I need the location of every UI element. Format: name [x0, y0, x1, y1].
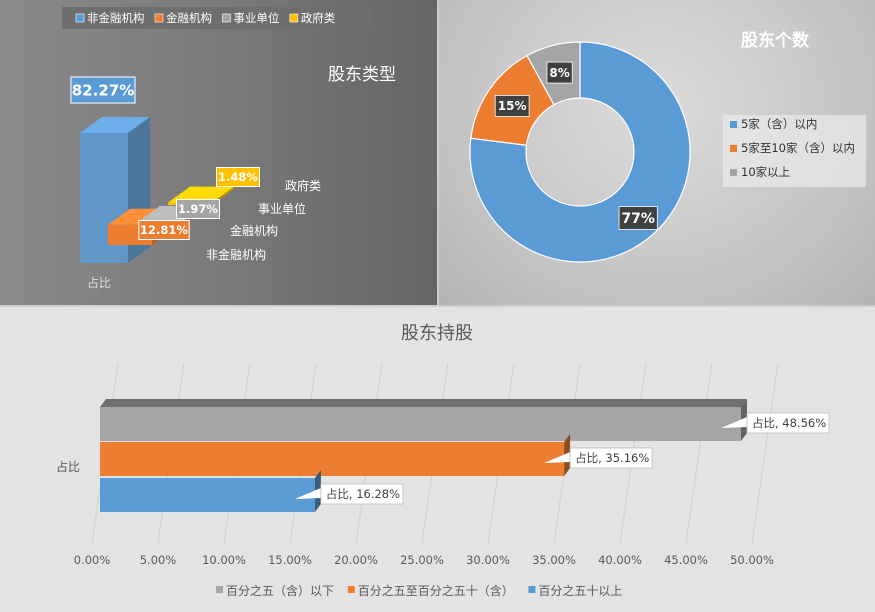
data-label-box-0	[70, 76, 136, 104]
legend-label-1: 5家至10家（含）以内	[741, 141, 855, 155]
shareholder-count-donut: 77% 15% 8%	[469, 41, 691, 263]
legend-label-0: 百分之五（含）以下	[226, 583, 334, 598]
data-label-pointer-2	[294, 488, 321, 499]
data-label-pointer-1	[544, 452, 571, 463]
category-label-0: 非金融机构	[206, 247, 266, 262]
category-label-3: 政府类	[285, 178, 321, 193]
gridline-10	[751, 362, 779, 544]
legend-swatch-1	[347, 586, 355, 593]
data-label-box-1	[138, 220, 190, 240]
donut-label-0: 77%	[621, 211, 655, 227]
legend-swatch-0	[216, 586, 223, 593]
legend-swatch-2	[528, 586, 536, 593]
bar-2	[100, 478, 315, 512]
shareholding-chart: 股东持股 占比, 48.56% 占比, 35.16% 占比, 16.28% 占比 0…	[56, 323, 830, 598]
legend-label-0: 非金融机构	[87, 11, 145, 25]
data-label-box-2	[320, 483, 404, 505]
shareholding-x-ticks: 0.00% 5.00% 10.00% 15.00% 20.00% 25.00% 30.00%…	[74, 553, 774, 567]
legend-box	[62, 7, 374, 29]
shareholding-gridlines	[91, 362, 779, 544]
shareholder-type-chart: 非金融机构 金融机构 事业单位 政府类 股东类型 非金融机构金融机构事业单位政府类82…	[62, 7, 396, 290]
gridline-9	[685, 362, 713, 544]
shareholding-bars: 占比, 48.56% 占比, 35.16% 占比, 16.28%	[100, 399, 830, 512]
x-tick-10: 50.00%	[730, 553, 774, 567]
bar-1	[100, 442, 565, 476]
data-label-2: 占比, 16.28%	[326, 487, 400, 501]
x-tick-7: 35.00%	[532, 553, 576, 567]
data-label-0: 占比, 48.56%	[752, 416, 826, 430]
shareholder-count-legend: 5家（含）以内 5家至10家（含）以内 10家以上	[723, 115, 866, 187]
shareholder-type-legend: 非金融机构 金融机构 事业单位 政府类	[62, 7, 374, 29]
legend-label-2: 百分之五十以上	[538, 584, 622, 598]
legend-label-2: 10家以上	[741, 165, 790, 179]
x-tick-8: 40.00%	[598, 553, 642, 567]
shareholder-type-chart-panel: 非金融机构 金融机构 事业单位 政府类 股东类型 非金融机构 金融机构 事业单位 政府类 82…	[0, 0, 437, 305]
shareholding-chart-panel: 股东持股 占比, 48.56% 占比, 35.16% 占比, 16.28% 占比 0…	[0, 307, 875, 612]
shareholder-count-chart-panel: 股东个数 77% 15% 8% 5家（含）以内 5家至10家（含）以内 10家以上	[439, 0, 875, 305]
legend-label-0: 5家（含）以内	[741, 117, 817, 131]
bar-0	[100, 407, 741, 441]
donut-label-box-1	[494, 95, 530, 117]
data-label-box-1	[569, 447, 653, 469]
data-label-2: 1.97%	[178, 202, 218, 216]
category-label-2: 事业单位	[258, 201, 306, 216]
donut-label-box-0	[618, 206, 658, 230]
bar-top-0	[80, 117, 150, 134]
category-label-1: 金融机构	[230, 223, 278, 238]
legend-swatch-2	[222, 13, 231, 23]
data-label-3: 1.48%	[218, 170, 258, 184]
data-label-box-3	[216, 167, 260, 187]
legend-label-1: 金融机构	[166, 11, 212, 25]
legend-swatch-0	[75, 13, 85, 23]
x-tick-4: 20.00%	[334, 553, 378, 567]
x-tick-9: 45.00%	[664, 553, 708, 567]
bar-top-0	[100, 399, 747, 407]
x-tick-6: 30.00%	[466, 553, 510, 567]
legend-swatch-1	[730, 145, 737, 152]
legend-label-3: 政府类	[301, 11, 336, 25]
x-tick-0: 0.00%	[74, 553, 111, 567]
legend-label-2: 事业单位	[233, 11, 279, 25]
donut-label-box-2	[546, 61, 573, 84]
data-label-box-2	[176, 199, 220, 219]
donut-label-2: 8%	[549, 66, 569, 80]
legend-swatch-2	[730, 169, 737, 176]
data-label-0: 82.27%	[72, 81, 134, 99]
legend-swatch-0	[730, 121, 737, 128]
shareholder-count-title: 股东个数	[741, 30, 810, 51]
legend-swatch-1	[154, 13, 164, 23]
x-tick-2: 10.00%	[202, 553, 246, 567]
shareholder-count-chart: 股东个数 77% 15% 8% 5家（含）以内 5家至10家（含）以内 10家以上	[469, 30, 866, 263]
shareholding-category-label: 占比	[56, 459, 80, 474]
x-tick-3: 15.00%	[268, 553, 312, 567]
x-tick-5: 25.00%	[400, 553, 444, 567]
data-label-1: 占比, 35.16%	[575, 451, 649, 465]
shareholder-type-title: 股东类型	[328, 65, 396, 85]
legend-box	[723, 115, 866, 187]
legend-swatch-3	[289, 13, 299, 23]
shareholder-type-bars: 非金融机构 金融机构 事业单位 政府类 82.27% 12.81% 1.97% 1.48%	[70, 76, 321, 263]
data-label-1: 12.81%	[140, 223, 188, 237]
data-label-pointer-0	[720, 417, 747, 428]
x-tick-1: 5.00%	[140, 553, 177, 567]
shareholding-title: 股东持股	[401, 323, 473, 344]
shareholding-legend: 百分之五（含）以下 百分之五至百分之五十（含） 百分之五十以上	[216, 583, 622, 598]
data-label-box-0	[746, 412, 830, 434]
donut-label-1: 15%	[498, 99, 527, 113]
shareholder-type-series-label: 占比	[87, 275, 111, 290]
legend-label-1: 百分之五至百分之五十（含）	[358, 583, 514, 598]
